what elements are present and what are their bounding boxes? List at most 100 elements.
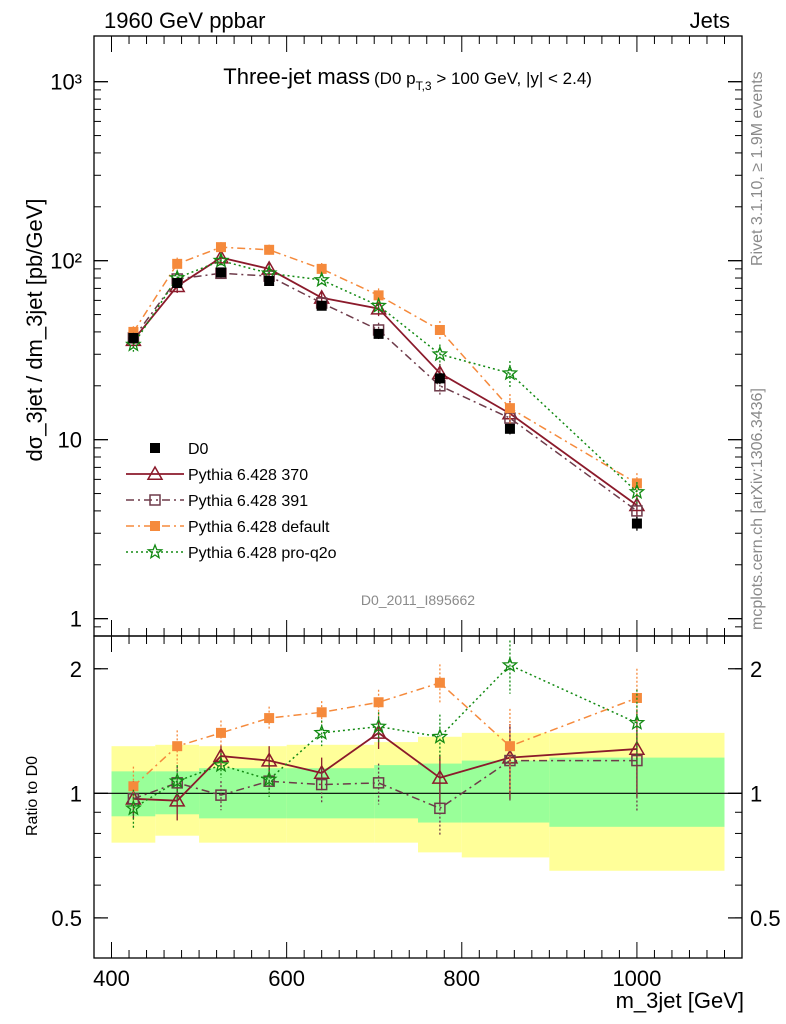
ratio-series-3 <box>124 640 646 829</box>
ratio-series-line-2 <box>132 681 638 787</box>
chart-subtitle: (D0 pT,3 > 100 GeV, |y| < 2.4) <box>374 69 592 93</box>
main-point <box>264 275 275 286</box>
ratio-point <box>501 656 519 673</box>
legend-label: Pythia 6.428 391 <box>188 493 308 510</box>
legend-marker <box>150 443 160 453</box>
legend-label: Pythia 6.428 pro-q2o <box>188 545 337 562</box>
ratio-point <box>215 789 227 801</box>
main-point <box>212 251 230 268</box>
energy-label: 1960 GeV ppbar <box>104 8 265 33</box>
main-y-tick-label: 10² <box>50 249 82 274</box>
legend-item-4: Pythia 6.428 pro-q2o <box>126 543 337 562</box>
main-point <box>628 483 646 500</box>
main-point <box>628 496 646 512</box>
main-series-3 <box>128 242 642 496</box>
ratio-point <box>313 724 330 740</box>
main-point <box>631 518 642 529</box>
legend-item-0: D0 <box>150 441 209 458</box>
ratio-y-tick-label-right: 0.5 <box>750 906 781 931</box>
main-point <box>501 364 519 381</box>
ratio-point <box>172 741 183 752</box>
x-tick-label: 800 <box>443 966 480 991</box>
main-series-line-4 <box>132 259 638 493</box>
ratio-point <box>264 713 275 724</box>
jets-label: Jets <box>690 8 730 33</box>
ratio-frame <box>93 635 743 959</box>
ratio-point <box>434 802 446 815</box>
ratio-point <box>212 756 230 773</box>
legend-marker <box>150 521 160 531</box>
main-point <box>172 258 183 269</box>
main-point <box>370 296 388 313</box>
ratio-point <box>315 778 328 791</box>
main-y-axis-label: dσ_3jet / dm_3jet [pb/GeV] <box>22 198 47 461</box>
mcplots-label: mcplots.cern.ch [arXiv:1306.3436] <box>749 388 766 630</box>
ratio-point <box>128 781 139 792</box>
ratio-point <box>168 772 186 789</box>
ratio-point <box>431 769 449 784</box>
x-tick-label: 1000 <box>612 966 661 991</box>
legend: D0 Pythia 6.428 370 Pythia 6.428 391 Pythia… <box>126 441 337 562</box>
chart-title: Three-jet mass <box>223 64 370 89</box>
legend-marker <box>146 543 164 560</box>
main-point <box>316 263 327 274</box>
main-series-0 <box>128 267 642 531</box>
main-point <box>373 328 384 339</box>
ratio-point <box>370 717 388 734</box>
ratio-point <box>313 764 330 779</box>
ratio-point <box>628 714 646 730</box>
main-point <box>504 423 515 434</box>
legend-label: Pythia 6.428 default <box>188 519 330 536</box>
legend-marker <box>146 465 164 480</box>
main-point <box>124 335 142 352</box>
ratio-series-1 <box>127 720 643 836</box>
x-axis-label: m_3jet [GeV] <box>616 988 744 1013</box>
ratio-point <box>124 799 142 816</box>
ratio-point <box>373 697 384 708</box>
ratio-y-tick-label: 1 <box>70 781 82 806</box>
ratio-point <box>168 792 186 807</box>
main-point <box>631 505 643 517</box>
ratio-point <box>260 770 278 787</box>
main-y-tick-label: 10 <box>58 428 82 453</box>
main-series-line-3 <box>132 246 638 485</box>
main-point <box>215 267 226 278</box>
ratio-point <box>260 752 278 767</box>
main-series-2 <box>127 267 643 524</box>
ratio-point <box>434 677 445 688</box>
x-tick-label: 400 <box>93 966 130 991</box>
main-point <box>434 324 445 335</box>
main-y-tick-label: 1 <box>70 607 82 632</box>
main-point <box>504 403 515 414</box>
main-point <box>128 332 139 343</box>
main-point <box>434 373 445 384</box>
main-point <box>215 242 226 253</box>
uncertainty-band-stat <box>374 765 418 819</box>
ratio-series-line-1 <box>133 759 637 810</box>
ratio-point <box>316 707 327 718</box>
main-point <box>172 278 183 289</box>
ratio-point <box>372 777 385 789</box>
main-point <box>373 290 384 301</box>
legend-item-3: Pythia 6.428 default <box>126 519 330 536</box>
main-point <box>264 244 275 255</box>
ratio-panel: 0.5 0.5 1 1 2 2 400 600 800 1000 <box>51 635 781 991</box>
analysis-watermark: D0_2011_I895662 <box>361 592 475 608</box>
ratio-y-tick-label-right: 1 <box>750 781 762 806</box>
ratio-y-tick-label-right: 2 <box>750 657 762 682</box>
main-point <box>313 271 331 288</box>
ratio-point <box>431 728 449 744</box>
legend-marker <box>149 494 161 506</box>
legend-label: Pythia 6.428 370 <box>188 467 308 484</box>
main-point <box>128 326 139 337</box>
legend-item-1: Pythia 6.428 370 <box>126 465 308 484</box>
ratio-point <box>215 727 226 738</box>
main-panel: 1 10 10² 10³ <box>50 35 743 637</box>
main-point <box>212 249 230 264</box>
ratio-y-tick-label: 0.5 <box>51 906 82 931</box>
main-y-tick-label: 10³ <box>50 70 82 95</box>
uncertainty-band-stat <box>461 760 550 823</box>
ratio-y-tick-label: 2 <box>70 657 82 682</box>
main-point <box>431 345 449 362</box>
